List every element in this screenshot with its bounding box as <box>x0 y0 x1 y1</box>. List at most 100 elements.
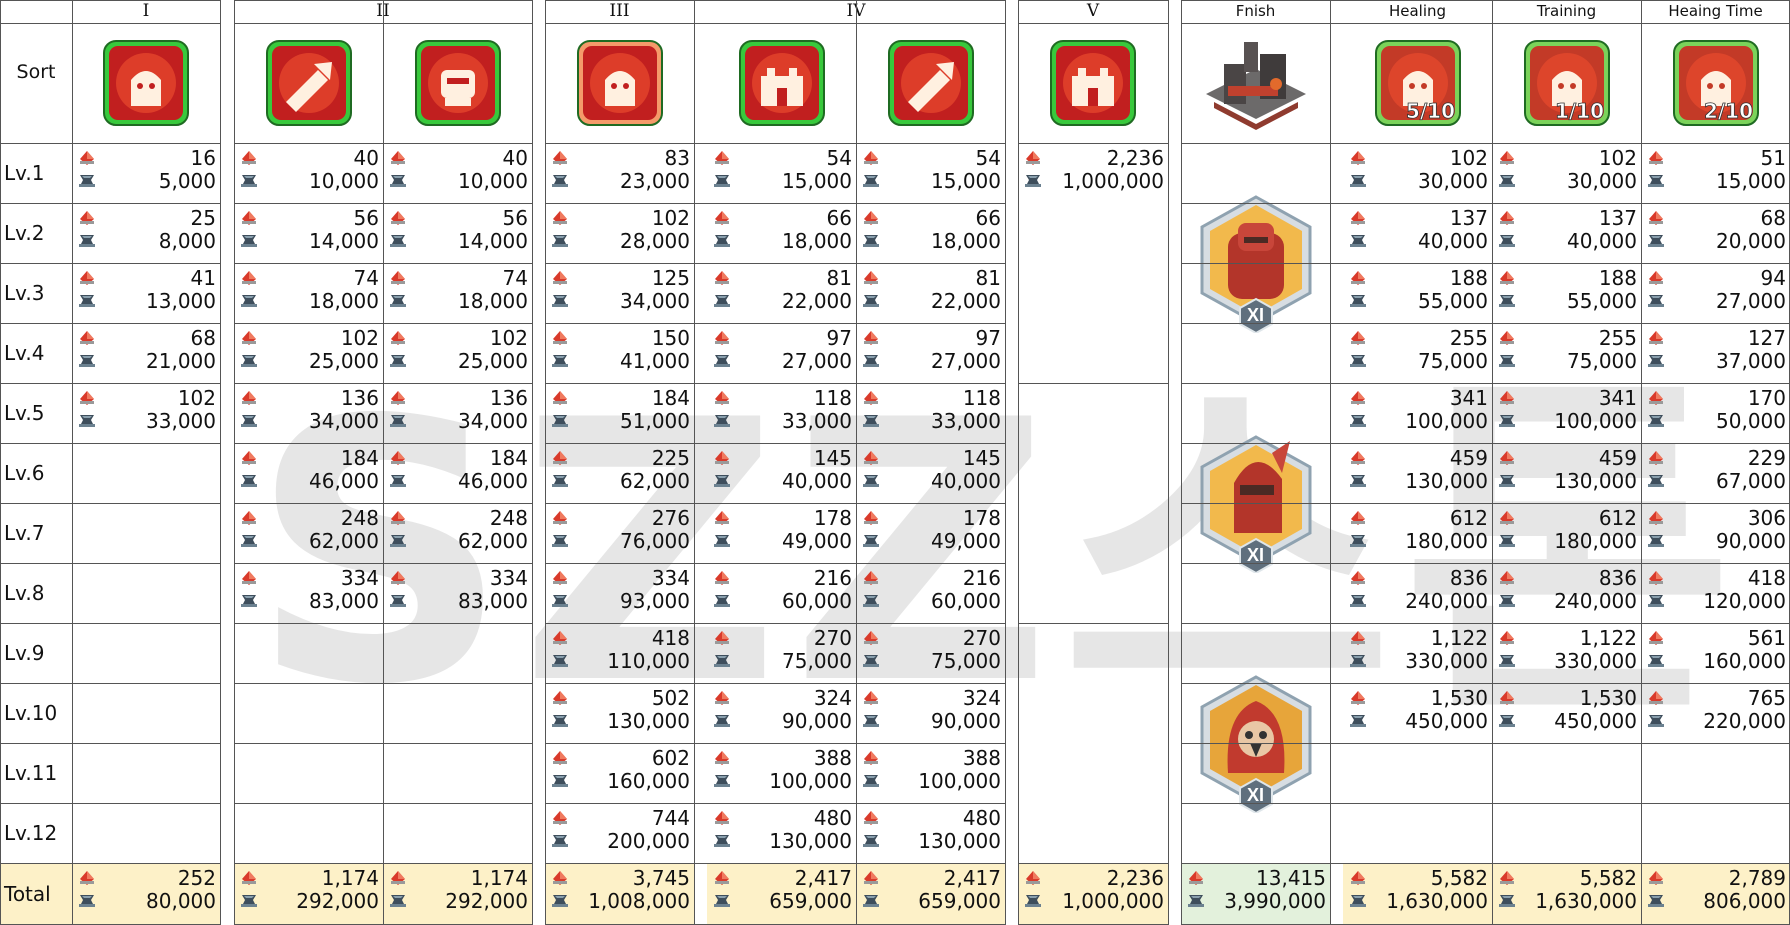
grid-line <box>0 443 220 444</box>
anvil-icon <box>1350 535 1366 547</box>
gem-value: 13,415 <box>1256 866 1326 890</box>
gem-icon <box>553 571 567 585</box>
cost-cell: 480 130,000 <box>856 803 1005 863</box>
grid-line <box>1018 0 1019 925</box>
gem-icon <box>391 871 405 885</box>
anvil-icon <box>390 475 406 487</box>
gem-value: 145 <box>962 446 1001 470</box>
anvil-icon <box>863 235 879 247</box>
gem-icon <box>242 871 256 885</box>
anvil-icon <box>1350 655 1366 667</box>
gem-icon <box>80 271 94 285</box>
gem-icon <box>242 331 256 345</box>
gem-value: 2,417 <box>943 866 1001 890</box>
gem-icon <box>715 871 729 885</box>
anvil-value: 62,000 <box>620 469 690 493</box>
gem-value: 127 <box>1747 326 1786 350</box>
total-label-bg <box>0 863 72 925</box>
group-header: Fnish <box>1235 2 1276 20</box>
anvil-value: 1,000,000 <box>1062 169 1164 193</box>
grid-line <box>0 0 1 925</box>
cost-cell: 74 18,000 <box>234 263 383 323</box>
cost-cell: 178 49,000 <box>707 503 856 563</box>
gem-icon <box>1649 451 1663 465</box>
anvil-value: 40,000 <box>1567 229 1637 253</box>
anvil-icon <box>1350 355 1366 367</box>
anvil-icon <box>863 835 879 847</box>
gem-icon <box>553 871 567 885</box>
cost-cell: 248 62,000 <box>383 503 532 563</box>
gem-icon <box>553 391 567 405</box>
total-cell-bg <box>383 863 532 925</box>
anvil-value: 60,000 <box>931 589 1001 613</box>
anvil-icon <box>79 235 95 247</box>
research-icon-iv-b <box>887 40 974 126</box>
cost-cell: 118 33,000 <box>707 383 856 443</box>
anvil-value: 51,000 <box>620 409 690 433</box>
gem-value: 102 <box>651 206 690 230</box>
cost-cell: 81 22,000 <box>707 263 856 323</box>
gem-icon <box>1649 271 1663 285</box>
gem-value: 66 <box>826 206 852 230</box>
research-icon-iii <box>576 40 663 126</box>
gem-icon <box>1351 571 1365 585</box>
gem-value: 765 <box>1747 686 1786 710</box>
anvil-value: 33,000 <box>146 409 216 433</box>
anvil-icon <box>863 175 879 187</box>
anvil-value: 330,000 <box>1405 649 1488 673</box>
cost-cell: 68 20,000 <box>1641 203 1790 263</box>
gem-value: 255 <box>1598 326 1637 350</box>
cost-cell: 502 130,000 <box>545 683 694 743</box>
grid-line <box>0 143 220 144</box>
gem-value: 66 <box>975 206 1001 230</box>
anvil-value: 33,000 <box>782 409 852 433</box>
gem-icon <box>715 211 729 225</box>
gem-icon <box>864 391 878 405</box>
total-cost-cell: 2,417 659,000 <box>707 863 856 925</box>
level-label: Lv.1 <box>4 161 45 185</box>
gem-icon <box>1500 631 1514 645</box>
anvil-icon <box>552 355 568 367</box>
gem-icon <box>1500 331 1514 345</box>
gem-value: 102 <box>1598 146 1637 170</box>
gem-value: 56 <box>353 206 379 230</box>
group-header: Training <box>1536 2 1597 20</box>
anvil-icon <box>552 715 568 727</box>
gem-icon <box>553 211 567 225</box>
research-icon-iv-a <box>738 40 825 126</box>
grid-line <box>0 743 220 744</box>
total-cell-bg <box>856 863 1005 925</box>
gem-icon <box>715 691 729 705</box>
anvil-icon <box>1499 295 1515 307</box>
gem-value: 388 <box>813 746 852 770</box>
grid-line <box>1181 263 1790 264</box>
cost-cell: 184 46,000 <box>234 443 383 503</box>
grid-line <box>545 683 1005 684</box>
grid-line <box>0 563 220 564</box>
anvil-icon <box>1350 595 1366 607</box>
gem-icon <box>1351 451 1365 465</box>
gem-value: 334 <box>651 566 690 590</box>
anvil-icon <box>863 355 879 367</box>
gem-value: 459 <box>1598 446 1637 470</box>
cost-cell: 97 27,000 <box>707 323 856 383</box>
anvil-icon <box>1648 655 1664 667</box>
gem-value: 41 <box>190 266 216 290</box>
anvil-icon <box>1648 715 1664 727</box>
anvil-value: 49,000 <box>931 529 1001 553</box>
cost-cell: 51 15,000 <box>1641 143 1790 203</box>
anvil-value: 659,000 <box>769 889 852 913</box>
gem-value: 744 <box>651 806 690 830</box>
anvil-icon <box>1648 235 1664 247</box>
anvil-icon <box>390 235 406 247</box>
anvil-value: 659,000 <box>918 889 1001 913</box>
anvil-value: 180,000 <box>1554 529 1637 553</box>
grid-line <box>1181 443 1790 444</box>
gem-icon <box>715 751 729 765</box>
cost-cell: 1,530 450,000 <box>1343 683 1492 743</box>
gem-icon <box>80 211 94 225</box>
level-label: Lv.4 <box>4 341 45 365</box>
anvil-value: 1,000,000 <box>1062 889 1164 913</box>
cost-cell: 1,530 450,000 <box>1492 683 1641 743</box>
